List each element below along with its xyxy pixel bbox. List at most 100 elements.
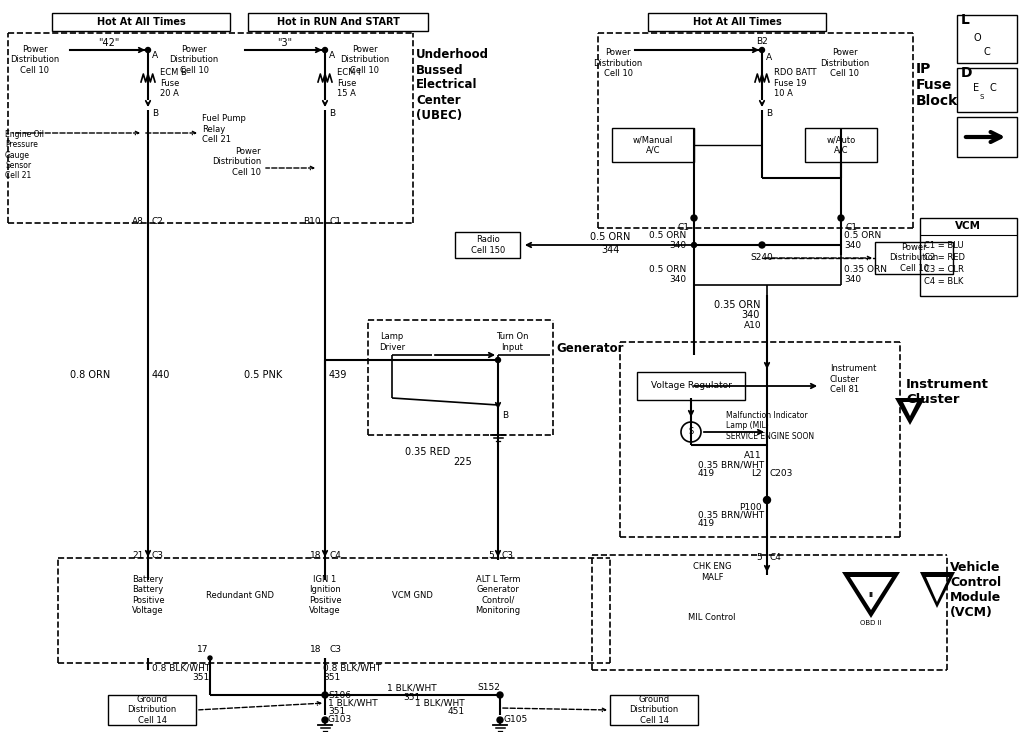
Circle shape: [145, 48, 151, 53]
Text: S152: S152: [477, 684, 500, 692]
Circle shape: [323, 48, 328, 53]
Text: 5: 5: [488, 551, 494, 561]
Text: 351: 351: [328, 708, 345, 717]
Text: II: II: [868, 592, 873, 598]
Text: 17: 17: [197, 646, 208, 654]
Bar: [920, 218, 1017, 296]
Text: Lamp
Driver: Lamp Driver: [379, 332, 406, 351]
Text: w/Auto
A/C: w/Auto A/C: [826, 135, 856, 154]
Text: C2 = RED: C2 = RED: [924, 253, 965, 263]
Text: 340: 340: [844, 242, 861, 250]
Text: C3: C3: [329, 646, 341, 654]
Text: A: A: [329, 51, 335, 61]
Text: ECM I
Fuse
15 A: ECM I Fuse 15 A: [337, 68, 360, 98]
Circle shape: [497, 717, 503, 723]
Text: Turn On
Input: Turn On Input: [496, 332, 528, 351]
Text: Instrument
Cluster: Instrument Cluster: [906, 378, 989, 406]
Text: 21: 21: [133, 551, 144, 561]
Text: B: B: [766, 110, 772, 119]
Text: C4: C4: [770, 553, 782, 562]
Text: Ground
Distribution
Cell 14: Ground Distribution Cell 14: [127, 695, 176, 725]
Text: C1: C1: [845, 223, 857, 233]
Polygon shape: [920, 572, 955, 608]
Text: Fuel Pump
Relay
Cell 21: Fuel Pump Relay Cell 21: [202, 114, 246, 144]
Text: 451: 451: [447, 708, 465, 717]
Text: 0.5 ORN: 0.5 ORN: [649, 231, 686, 241]
Text: C203: C203: [770, 469, 794, 479]
Text: P100: P100: [739, 504, 762, 512]
Text: 0.35 BRN/WHT: 0.35 BRN/WHT: [698, 510, 764, 520]
Text: 5: 5: [757, 553, 762, 562]
Text: w/Manual
A/C: w/Manual A/C: [633, 135, 673, 154]
Text: 0.8 BLK/WHT: 0.8 BLK/WHT: [152, 663, 210, 673]
Text: 340: 340: [741, 310, 760, 320]
Text: Power
Distribution
Cell 10: Power Distribution Cell 10: [169, 45, 219, 75]
Text: 0.35 ORN: 0.35 ORN: [714, 300, 760, 310]
Text: Power
Distribution
Cell 10: Power Distribution Cell 10: [212, 147, 261, 177]
Bar: [957, 117, 1017, 157]
Text: Vehicle
Control
Module
(VCM): Vehicle Control Module (VCM): [950, 561, 1001, 619]
Text: 1 BLK/WHT: 1 BLK/WHT: [387, 684, 437, 692]
Bar: [957, 68, 1017, 112]
Text: ECM B
Fuse
20 A: ECM B Fuse 20 A: [160, 68, 186, 98]
Circle shape: [838, 215, 844, 221]
Text: 439: 439: [329, 370, 347, 380]
Bar: [610, 695, 698, 725]
Text: 1 BLK/WHT: 1 BLK/WHT: [416, 698, 465, 708]
Text: "3": "3": [278, 38, 293, 48]
Text: "42": "42": [98, 38, 120, 48]
Text: 351: 351: [403, 693, 421, 703]
Text: 340: 340: [669, 275, 686, 285]
Text: Generator: Generator: [556, 342, 624, 354]
Text: Underhood
Bussed
Electrical
Center
(UBEC): Underhood Bussed Electrical Center (UBEC…: [416, 48, 489, 122]
Polygon shape: [850, 577, 892, 610]
Text: C2: C2: [152, 217, 164, 226]
Text: Engine Oil
Pressure
Gauge
Sensor
Cell 21: Engine Oil Pressure Gauge Sensor Cell 21: [5, 130, 44, 180]
Text: 419: 419: [698, 520, 715, 529]
Text: 0.35 BRN/WHT: 0.35 BRN/WHT: [698, 460, 764, 469]
Text: VCM: VCM: [955, 221, 981, 231]
Text: 0.5 ORN: 0.5 ORN: [844, 231, 882, 241]
Text: 0.35 RED: 0.35 RED: [404, 447, 450, 457]
Text: 0.8 ORN: 0.8 ORN: [70, 370, 110, 380]
Bar: [52, 13, 230, 31]
Polygon shape: [903, 402, 918, 416]
Text: 0.35 ORN: 0.35 ORN: [844, 266, 887, 274]
Text: C4 = BLK: C4 = BLK: [924, 277, 964, 286]
Text: C: C: [989, 83, 995, 93]
Text: 440: 440: [152, 370, 170, 380]
Circle shape: [764, 496, 770, 504]
Text: Hot At All Times: Hot At All Times: [692, 17, 781, 27]
Text: Power
Distribution
Cell 10: Power Distribution Cell 10: [593, 48, 643, 78]
Text: IGN 1
Ignition
Positive
Voltage: IGN 1 Ignition Positive Voltage: [308, 575, 341, 615]
Text: C1: C1: [678, 223, 690, 233]
Text: A: A: [766, 53, 772, 61]
Bar: [957, 15, 1017, 63]
Text: C1 = BLU: C1 = BLU: [924, 242, 964, 250]
Text: L: L: [961, 13, 970, 27]
Text: Instrument
Cluster
Cell 81: Instrument Cluster Cell 81: [830, 364, 877, 394]
Text: ALT L Term
Generator
Control/
Monitoring: ALT L Term Generator Control/ Monitoring: [475, 575, 520, 615]
Text: 0.5 ORN: 0.5 ORN: [590, 232, 630, 242]
Bar: [248, 13, 428, 31]
Text: 351: 351: [193, 673, 210, 682]
Text: Power
Distribution
Cell 10: Power Distribution Cell 10: [890, 243, 939, 273]
Text: S: S: [688, 427, 693, 436]
Text: MIL Control: MIL Control: [688, 613, 736, 622]
Polygon shape: [842, 572, 900, 618]
Text: Power
Distribution
Cell 10: Power Distribution Cell 10: [340, 45, 389, 75]
Text: O: O: [973, 33, 981, 43]
Text: RDO BATT
Fuse 19
10 A: RDO BATT Fuse 19 10 A: [774, 68, 816, 98]
Text: E: E: [973, 83, 979, 93]
Circle shape: [322, 692, 328, 698]
Text: L2: L2: [752, 469, 762, 479]
Text: C3: C3: [502, 551, 514, 561]
Bar: [455, 232, 520, 258]
Text: 344: 344: [601, 245, 620, 255]
Text: G105: G105: [503, 715, 527, 725]
Text: A11: A11: [744, 450, 762, 460]
Text: 351: 351: [323, 673, 340, 682]
Bar: [637, 372, 745, 400]
Text: 1 BLK/WHT: 1 BLK/WHT: [328, 698, 378, 708]
Text: VCM GND: VCM GND: [391, 591, 432, 600]
